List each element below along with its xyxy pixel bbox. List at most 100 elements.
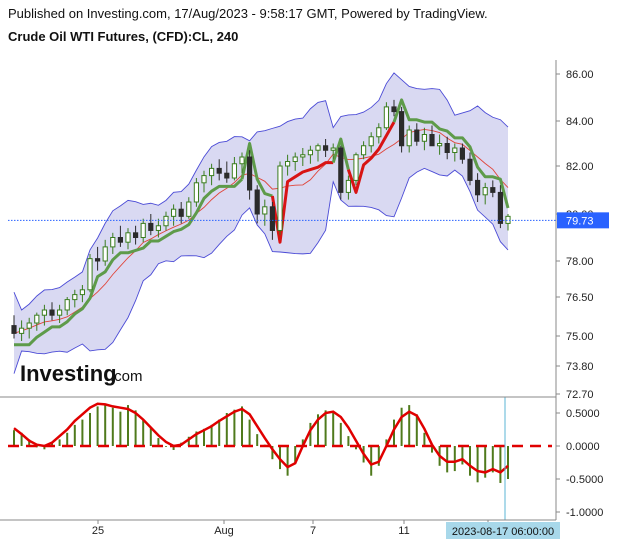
published-caption: Published on Investing.com, 17/Aug/2023 … bbox=[8, 6, 488, 21]
time-tick-label: Aug bbox=[214, 525, 234, 537]
histogram-bar bbox=[13, 430, 15, 446]
candle-down bbox=[429, 134, 435, 147]
histogram-bar bbox=[28, 439, 31, 446]
candle-up bbox=[262, 206, 268, 215]
logo-text-sub: .com bbox=[110, 368, 143, 385]
bollinger-band-fill bbox=[14, 72, 508, 374]
price-tick-label: 84.00 bbox=[566, 116, 594, 128]
candle-up bbox=[353, 154, 359, 181]
price-tick-label: 86.00 bbox=[566, 69, 594, 81]
histogram-bar bbox=[195, 431, 198, 446]
candle-down bbox=[178, 208, 184, 217]
histogram-bar bbox=[370, 446, 373, 476]
histogram-bar bbox=[119, 411, 122, 446]
histogram-bar bbox=[248, 419, 251, 446]
histogram-bar bbox=[324, 410, 327, 446]
osc-tick-label: -0.5000 bbox=[566, 474, 603, 486]
oscillator-pane bbox=[8, 397, 552, 520]
histogram-bar bbox=[256, 434, 259, 446]
histogram-bar bbox=[66, 432, 69, 446]
candle-up bbox=[186, 201, 192, 217]
histogram-bar bbox=[241, 406, 243, 446]
candle-up bbox=[201, 175, 207, 184]
histogram-bar bbox=[507, 446, 509, 479]
histogram-bar bbox=[377, 446, 380, 466]
candle-up bbox=[277, 165, 283, 231]
candle-up bbox=[300, 154, 306, 158]
histogram-bar bbox=[453, 446, 456, 472]
trailing-stop-up bbox=[240, 142, 273, 198]
candle-down bbox=[391, 106, 397, 113]
candle-up bbox=[307, 149, 313, 156]
price-tick-label: 78.00 bbox=[566, 256, 594, 268]
candle-up bbox=[102, 246, 108, 262]
histogram-bar bbox=[172, 446, 175, 450]
time-tick-label: 11 bbox=[398, 525, 409, 537]
axes: 86.0084.0082.0080.0078.0076.5075.0073.80… bbox=[0, 60, 609, 539]
cursor-date-label-bg bbox=[446, 522, 560, 539]
candle-up bbox=[292, 156, 298, 162]
candle-up bbox=[140, 222, 146, 238]
osc-tick-label: -1.0000 bbox=[566, 507, 603, 519]
candle-down bbox=[323, 145, 329, 151]
last-price-label: 79.73 bbox=[566, 215, 594, 227]
histogram-bar bbox=[225, 413, 228, 446]
candle-down bbox=[49, 309, 55, 316]
price-tick-label: 73.80 bbox=[566, 361, 594, 373]
candle-up bbox=[125, 232, 131, 243]
histogram-bar bbox=[309, 422, 312, 446]
candle-up bbox=[345, 179, 351, 193]
candle-up bbox=[482, 187, 488, 196]
histogram-bar bbox=[187, 436, 190, 446]
histogram-bar bbox=[127, 405, 129, 446]
histogram-bar bbox=[499, 446, 502, 483]
main-pane bbox=[8, 72, 556, 374]
histogram-bar bbox=[431, 446, 433, 453]
histogram-bar bbox=[484, 446, 487, 478]
osc-tick-label: 0.0000 bbox=[566, 441, 600, 453]
candle-down bbox=[133, 232, 139, 239]
histogram-bar bbox=[461, 446, 464, 465]
histogram-bar bbox=[111, 407, 114, 446]
candle-down bbox=[467, 158, 473, 181]
histogram-bar bbox=[43, 446, 46, 450]
histogram-bar bbox=[233, 409, 236, 446]
candle-up bbox=[155, 225, 161, 231]
histogram-bar bbox=[423, 432, 426, 446]
histogram-bar bbox=[355, 446, 357, 450]
candle-up bbox=[330, 147, 336, 151]
logo-text-main: Investing bbox=[20, 361, 117, 386]
histogram-bar bbox=[210, 424, 213, 446]
time-tick-label: 25 bbox=[92, 525, 104, 537]
candle-down bbox=[11, 325, 17, 334]
candle-up bbox=[315, 145, 321, 151]
candle-down bbox=[444, 143, 450, 153]
candle-up bbox=[421, 134, 427, 142]
histogram-bar bbox=[271, 446, 274, 460]
histogram-bar bbox=[317, 414, 319, 446]
candle-up bbox=[26, 322, 32, 329]
trailing-stop-up bbox=[392, 98, 510, 209]
histogram-bar bbox=[81, 419, 84, 446]
candle-up bbox=[72, 294, 78, 301]
candle-down bbox=[338, 147, 344, 193]
candle-up bbox=[19, 327, 25, 334]
candle-up bbox=[110, 237, 116, 248]
candle-up bbox=[171, 208, 177, 217]
trailing-stop-down bbox=[346, 121, 396, 194]
histogram-bar bbox=[415, 414, 418, 446]
histogram-bar bbox=[134, 410, 137, 446]
candle-up bbox=[285, 161, 291, 167]
candle-down bbox=[254, 189, 260, 215]
candle-down bbox=[216, 167, 222, 174]
candle-up bbox=[34, 314, 40, 324]
histogram-bar bbox=[286, 446, 289, 476]
histogram-bar bbox=[157, 438, 160, 446]
candle-up bbox=[231, 163, 237, 179]
osc-tick-label: 0.5000 bbox=[566, 408, 600, 420]
candle-down bbox=[475, 179, 481, 196]
histogram-bar bbox=[89, 413, 91, 446]
bollinger-upper-line bbox=[13, 72, 509, 311]
histogram-bar bbox=[446, 446, 449, 473]
